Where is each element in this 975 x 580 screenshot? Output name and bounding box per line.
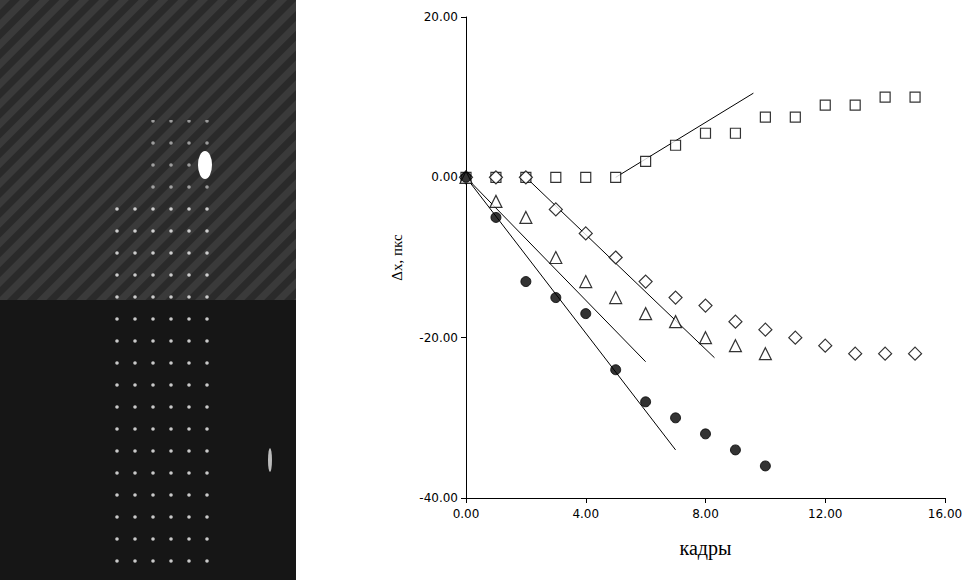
svg-text:4.00: 4.00 <box>572 507 599 521</box>
svg-text:8.00: 8.00 <box>692 507 719 521</box>
svg-text:Δx, пкс: Δx, пкс <box>389 234 405 281</box>
svg-text:12.00: 12.00 <box>808 507 842 521</box>
svg-text:0.00: 0.00 <box>431 170 458 184</box>
svg-text:-40.00: -40.00 <box>419 491 458 505</box>
svg-text:20.00: 20.00 <box>424 10 458 24</box>
svg-text:кадры: кадры <box>680 537 732 560</box>
svg-text:16.00: 16.00 <box>928 507 962 521</box>
svg-text:-20.00: -20.00 <box>419 331 458 345</box>
svg-text:0.00: 0.00 <box>453 507 480 521</box>
